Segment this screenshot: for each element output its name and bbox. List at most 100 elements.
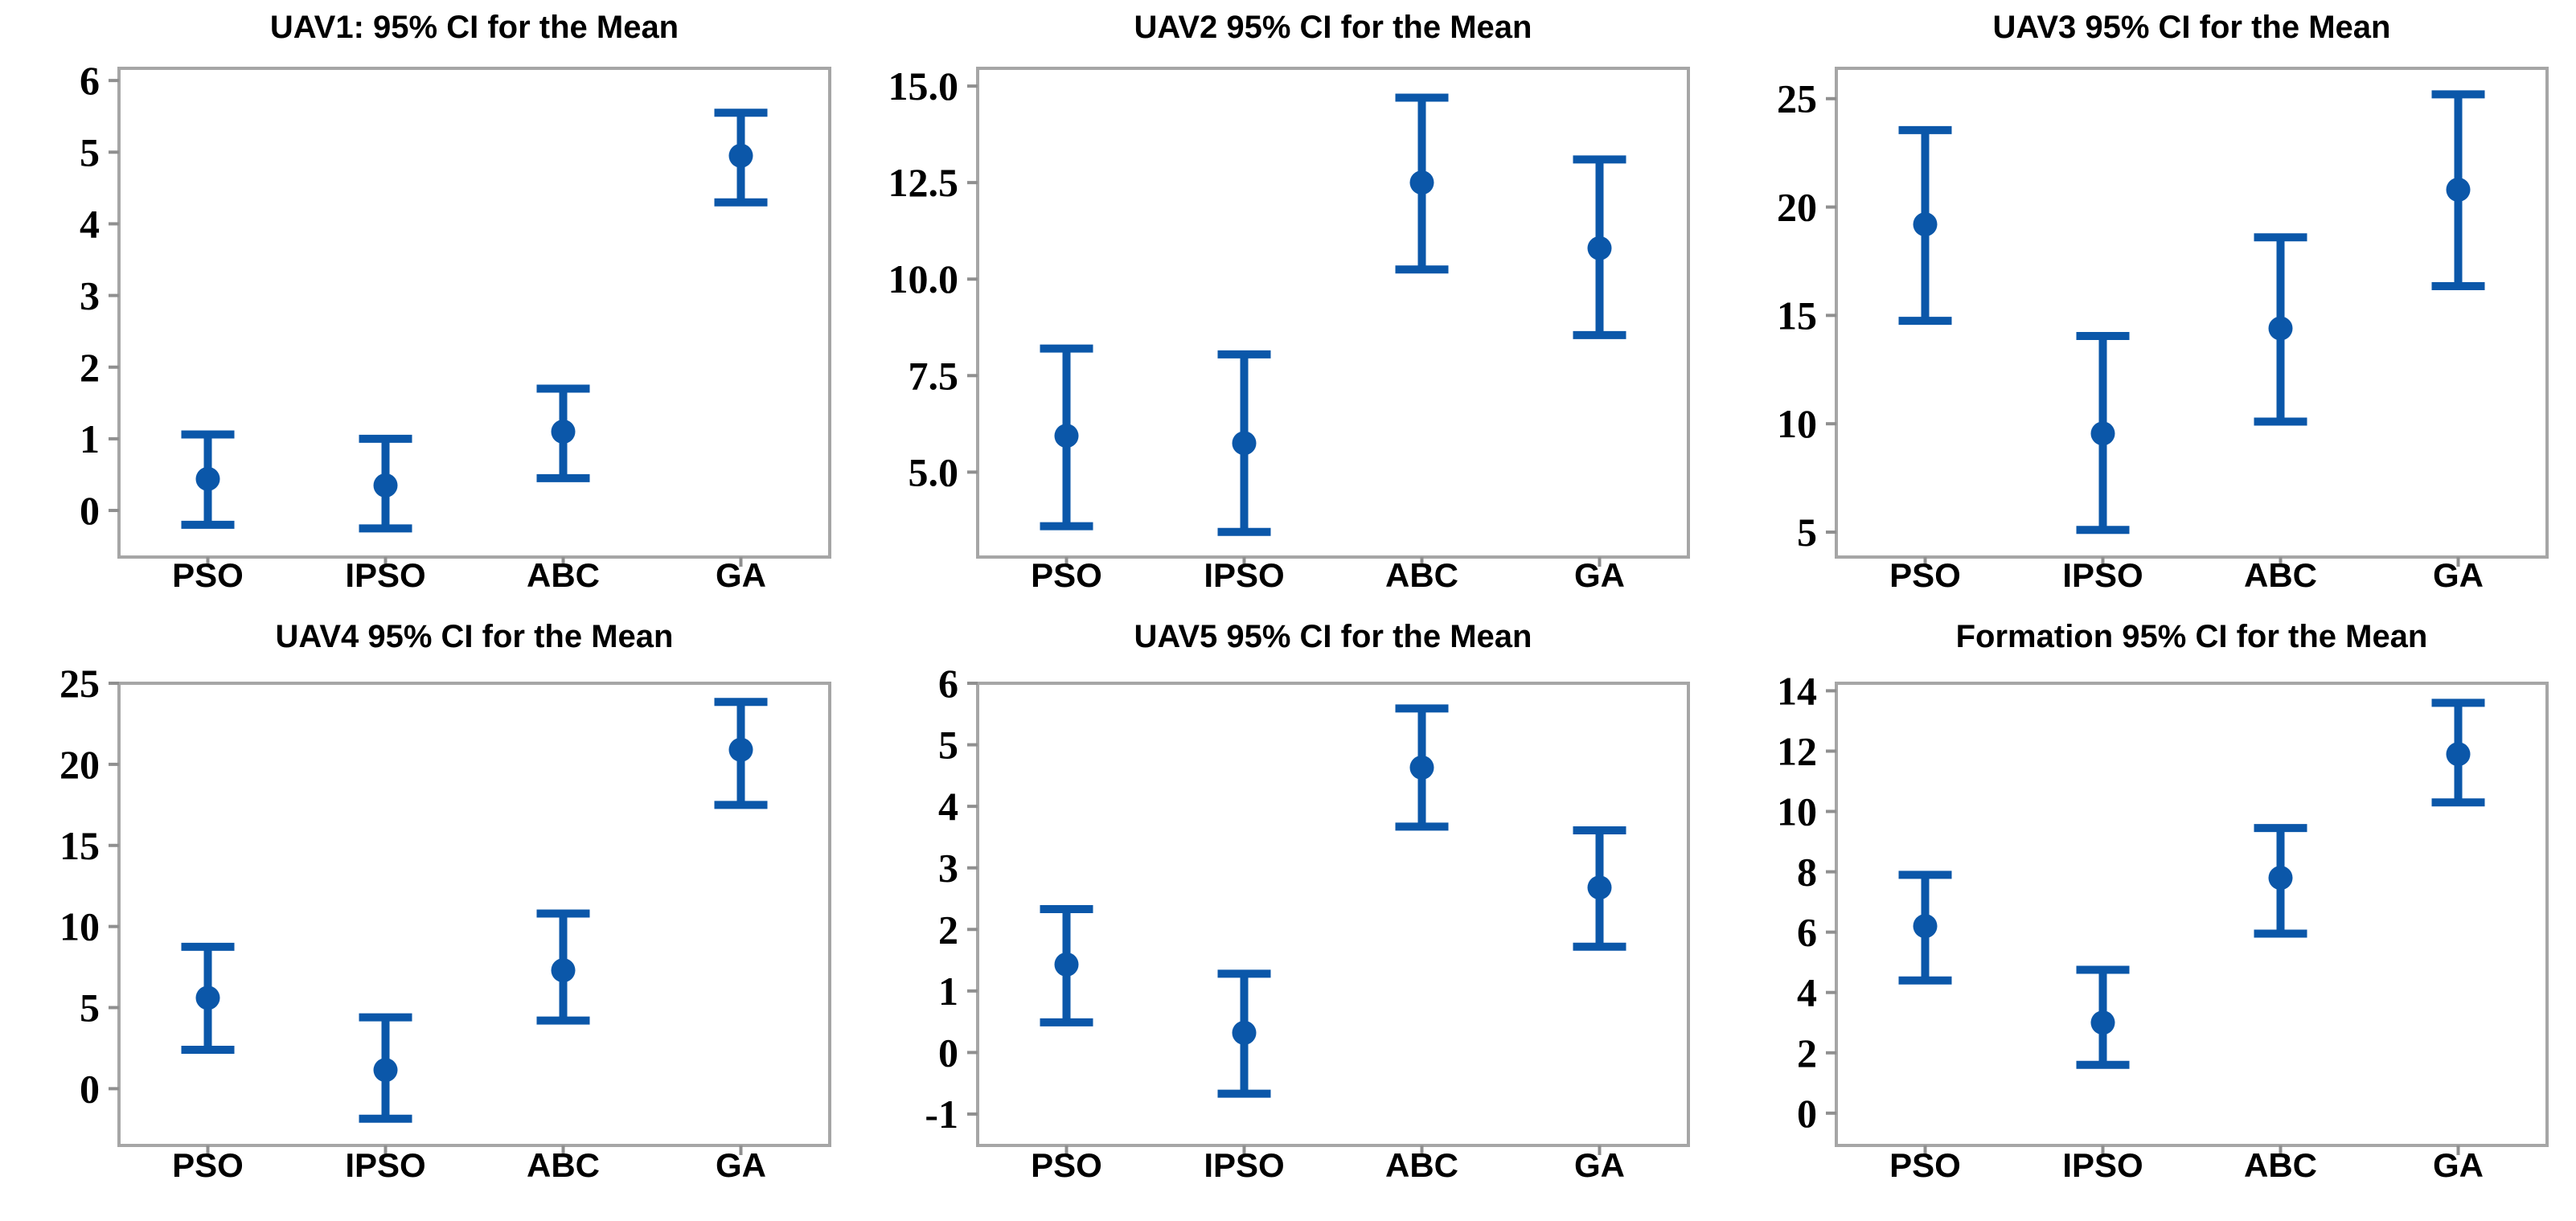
error-bar-ga (1573, 826, 1626, 951)
error-bar-ga (714, 698, 768, 809)
mean-marker (1587, 236, 1612, 260)
error-bar-abc (2254, 824, 2307, 938)
y-tick-label: 6 (938, 661, 958, 706)
chart-formation: 0 2 4 6 8 10 12 14 PSO IPSO ABC GA Formation 95% CI… (1717, 611, 2576, 1221)
chart-uav4: 0 5 10 15 20 25 PSO IPSO ABC GA UAV4 95% CI for t… (0, 611, 859, 1221)
error-bar-pso (1040, 344, 1093, 531)
x-category-label: PSO (1031, 556, 1102, 594)
error-bar-abc (1395, 704, 1449, 831)
x-category-label: IPSO (2062, 556, 2143, 594)
y-tick-label: 5 (80, 129, 100, 174)
y-tick-label: 10.0 (888, 256, 959, 301)
mean-marker (1913, 914, 1938, 939)
y-tick-label: 15 (1777, 293, 1817, 338)
error-bar-pso (181, 942, 235, 1054)
plot-frame (117, 682, 831, 1147)
x-category-label: ABC (2244, 556, 2317, 594)
plot-frame (976, 682, 1690, 1147)
x-category-label: GA (1574, 1146, 1625, 1184)
uav2-plot: 5.0 7.5 10.0 12.5 15.0 PSO IPSO ABC GA (888, 64, 1690, 594)
error-bar-abc (536, 909, 590, 1025)
y-tick-label: 12.5 (888, 160, 959, 205)
mean-marker (551, 419, 576, 444)
x-category-label: PSO (1889, 556, 1961, 594)
x-category-label: IPSO (2062, 1146, 2143, 1184)
x-category-label: IPSO (345, 556, 425, 594)
error-bar-ga (2431, 699, 2485, 807)
chart-uav1: 0 1 2 3 4 5 6 PSO IPSO ABC GA UAV1: 95% CI for the… (0, 0, 859, 611)
error-bar-abc (2254, 233, 2307, 426)
x-category-label: GA (1574, 556, 1625, 594)
mean-marker (2446, 177, 2471, 202)
error-bar-ipso (359, 434, 412, 533)
y-tick-label: 4 (80, 201, 100, 246)
mean-marker (2268, 316, 2293, 341)
uav4-plot: 0 5 10 15 20 25 PSO IPSO ABC GA (59, 661, 831, 1184)
y-tick-label: 1 (938, 969, 958, 1014)
uav1-plot: 0 1 2 3 4 5 6 PSO IPSO ABC GA (80, 58, 831, 594)
error-bar-ga (1573, 155, 1626, 339)
chart-title: Formation 95% CI for the Mean (1955, 619, 2428, 654)
y-tick-label: 0 (80, 488, 100, 533)
mean-marker (551, 958, 576, 983)
x-category-label: ABC (527, 556, 600, 594)
chart-uav5: -1 0 1 2 3 4 5 6 PSO IPSO ABC GA UAV5 95% CI for th… (859, 611, 1717, 1221)
y-tick-label: 8 (1797, 850, 1817, 895)
error-bar-ga (2431, 90, 2485, 290)
mean-marker (2090, 421, 2115, 446)
x-category-label: PSO (172, 1146, 244, 1184)
y-tick-label: 1 (80, 416, 100, 461)
y-tick-label: 5 (80, 985, 100, 1030)
x-category-label: ABC (527, 1146, 600, 1184)
error-bar-pso (1898, 871, 1952, 985)
x-category-label: PSO (172, 556, 244, 594)
chart-uav2: 5.0 7.5 10.0 12.5 15.0 PSO IPSO ABC GA UAV2 95% … (859, 0, 1717, 611)
y-tick-label: 2 (1797, 1030, 1817, 1076)
y-tick-label: -1 (925, 1092, 958, 1137)
uav3-plot: 5 10 15 20 25 PSO IPSO ABC GA (1777, 67, 2549, 594)
x-category-label: PSO (1031, 1146, 1102, 1184)
chart-title: UAV2 95% CI for the Mean (1134, 10, 1532, 45)
mean-marker (195, 466, 220, 491)
x-category-label: GA (2433, 556, 2484, 594)
chart-title: UAV5 95% CI for the Mean (1134, 619, 1532, 654)
y-tick-label: 6 (1797, 910, 1817, 955)
y-tick-label: 20 (1777, 185, 1817, 230)
error-bar-ipso (2076, 965, 2130, 1069)
x-category-label: IPSO (1204, 1146, 1284, 1184)
x-category-label: IPSO (345, 1146, 425, 1184)
y-tick-label: 3 (80, 273, 100, 318)
x-category-label: ABC (1385, 556, 1458, 594)
mean-marker (373, 1058, 398, 1083)
formation-plot: 0 2 4 6 8 10 12 14 PSO IPSO ABC GA (1777, 668, 2549, 1184)
mean-marker (1054, 952, 1079, 977)
error-bar-abc (536, 384, 590, 482)
y-tick-label: 0 (938, 1030, 958, 1075)
y-tick-label: 5.0 (909, 449, 959, 494)
y-tick-label: 25 (1777, 76, 1817, 121)
y-tick-label: 2 (80, 345, 100, 390)
error-bar-ipso (359, 1013, 412, 1123)
y-tick-label: 10 (1777, 401, 1817, 446)
chart-uav3: 5 10 15 20 25 PSO IPSO ABC GA UAV3 95% CI for th… (1717, 0, 2576, 611)
error-bar-pso (1040, 904, 1093, 1026)
error-bar-pso (181, 430, 235, 529)
x-category-label: ABC (1385, 1146, 1458, 1184)
mean-marker (1409, 170, 1434, 195)
mean-marker (1409, 755, 1434, 780)
mean-marker (1054, 424, 1079, 449)
mean-marker (1232, 1020, 1257, 1045)
y-tick-label: 2 (938, 907, 958, 952)
x-category-label: ABC (2244, 1146, 2317, 1184)
plot-frame (976, 67, 1690, 559)
mean-marker (2090, 1010, 2115, 1035)
x-category-label: GA (716, 1146, 766, 1184)
mean-marker (2268, 866, 2293, 891)
error-bar-pso (1898, 125, 1952, 326)
mean-marker (1913, 212, 1938, 237)
y-tick-label: 4 (938, 784, 958, 829)
mean-marker (2446, 742, 2471, 767)
chart-title: UAV1: 95% CI for the Mean (269, 10, 679, 45)
y-tick-label: 10 (59, 904, 100, 949)
mean-marker (728, 143, 753, 168)
